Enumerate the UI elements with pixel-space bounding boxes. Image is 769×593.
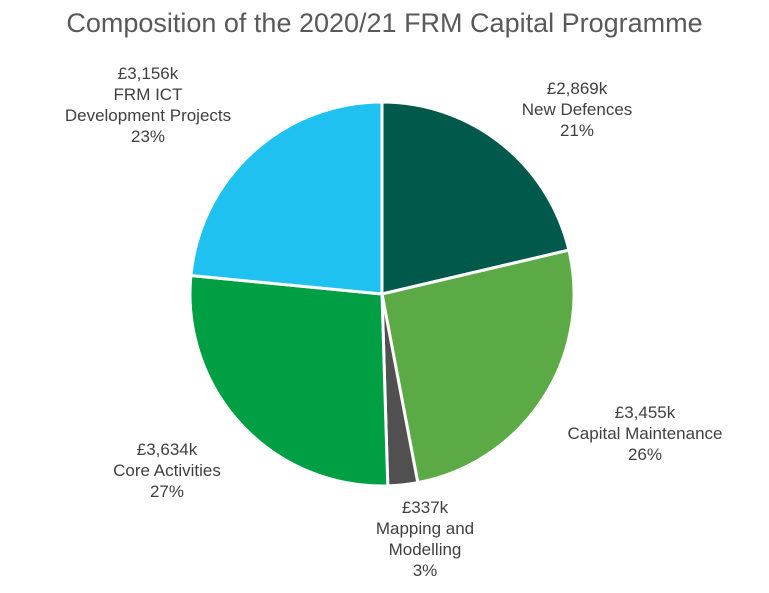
slice-label-frm-ict-development-projects: £3,156k FRM ICT Development Projects 23% [65, 63, 231, 147]
slice-percent: 21% [559, 121, 595, 140]
slice-percent: 23% [130, 127, 166, 146]
slice-name: Modelling [388, 540, 462, 559]
slice-label-core-activities: £3,634k Core Activities 27% [113, 439, 221, 502]
slice-percent: 3% [412, 561, 438, 580]
slice-value: £3,455k [614, 403, 676, 422]
slice-name: Mapping and [375, 519, 475, 538]
pie-slice-new-defences [380, 100, 571, 296]
slice-value: £3,634k [136, 440, 198, 459]
pie-slice-capital-maintenance [380, 248, 576, 485]
slice-name: New Defences [521, 100, 633, 119]
slice-name: Core Activities [113, 461, 221, 480]
slice-percent: 27% [149, 482, 185, 501]
slice-value: £2,869k [546, 79, 608, 98]
slice-value: £3,156k [117, 64, 179, 83]
slice-percent: 26% [627, 445, 663, 464]
slice-label-new-defences: £2,869k New Defences 21% [522, 78, 633, 141]
chart-title: Composition of the 2020/21 FRM Capital P… [66, 8, 703, 38]
slice-label-capital-maintenance: £3,455k Capital Maintenance 26% [568, 402, 723, 465]
slice-name: Capital Maintenance [567, 424, 723, 443]
slice-name: FRM ICT [113, 85, 183, 104]
pie-slice-frm-ict-development-projects [189, 100, 384, 296]
pie-slice-core-activities [188, 273, 390, 488]
slice-label-mapping-and-modelling: £337k Mapping and Modelling 3% [376, 497, 474, 581]
slice-value: £337k [401, 498, 449, 517]
slice-name: Development Projects [64, 106, 232, 125]
